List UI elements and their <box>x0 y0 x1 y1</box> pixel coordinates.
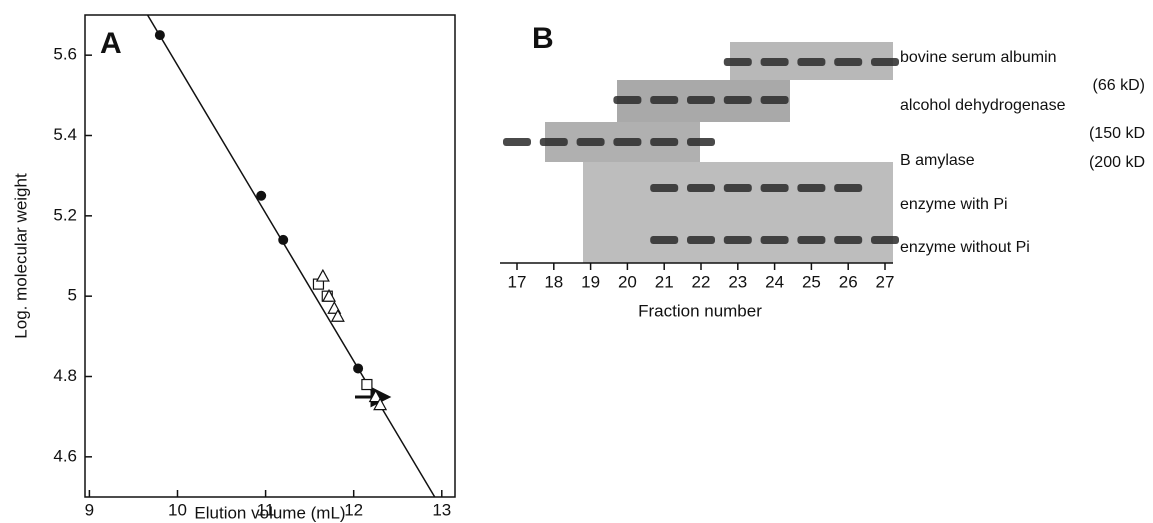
gel-band <box>871 58 899 66</box>
fraction-label: 17 <box>508 272 527 291</box>
fraction-label: 27 <box>876 272 895 291</box>
fraction-label: 26 <box>839 272 858 291</box>
y-tick-label: 5 <box>68 286 77 305</box>
fraction-label: 18 <box>544 272 563 291</box>
gel-band <box>724 184 752 192</box>
gel-band <box>650 96 678 104</box>
gel-band <box>613 138 641 146</box>
x-axis-label: Fraction number <box>638 301 762 320</box>
gel-band <box>650 236 678 244</box>
fraction-label: 24 <box>765 272 784 291</box>
gel-band <box>834 58 862 66</box>
gel-band <box>650 184 678 192</box>
background <box>0 0 1153 523</box>
gel-band <box>687 184 715 192</box>
gel-band <box>871 236 899 244</box>
x-tick-label: 12 <box>344 500 363 519</box>
band-label: enzyme without Pi <box>900 239 1030 256</box>
figure: A B Elution volume (mL) Log. molecular w… <box>0 0 1153 523</box>
gel-band <box>761 96 789 104</box>
point <box>256 191 266 201</box>
fraction-label: 20 <box>618 272 637 291</box>
gel-band <box>834 236 862 244</box>
gel-band <box>724 236 752 244</box>
gel-band <box>761 184 789 192</box>
band-label: alcohol dehydrogenase <box>900 97 1066 114</box>
gel-band <box>687 96 715 104</box>
point <box>353 363 363 373</box>
gel-band <box>613 96 641 104</box>
y-axis-label: Log. molecular weight <box>11 173 30 339</box>
gel-band <box>724 58 752 66</box>
band-label: enzyme with Pi <box>900 196 1008 213</box>
fraction-label: 21 <box>655 272 674 291</box>
gel-band <box>797 58 825 66</box>
gel-band <box>761 58 789 66</box>
point <box>155 30 165 40</box>
panel-label: A <box>100 27 122 60</box>
x-tick-label: 9 <box>85 500 94 519</box>
gel-band <box>797 236 825 244</box>
y-tick-label: 4.6 <box>53 446 77 465</box>
gel-band <box>724 96 752 104</box>
panel-label: B <box>532 22 554 55</box>
gel-band <box>834 184 862 192</box>
gel-band <box>687 138 715 146</box>
gel-band <box>577 138 605 146</box>
band-size: (150 kD <box>1089 125 1145 142</box>
y-tick-label: 4.8 <box>53 366 77 385</box>
fraction-label: 22 <box>692 272 711 291</box>
gel-band <box>761 236 789 244</box>
y-tick-label: 5.4 <box>53 125 77 144</box>
y-tick-label: 5.2 <box>53 205 77 224</box>
band-label: bovine serum albumin <box>900 49 1057 66</box>
x-tick-label: 13 <box>432 500 451 519</box>
point <box>278 235 288 245</box>
gel-band <box>797 184 825 192</box>
gel-band <box>650 138 678 146</box>
fraction-label: 25 <box>802 272 821 291</box>
gel-strip <box>583 162 893 263</box>
band-label: B amylase <box>900 152 975 169</box>
gel-band <box>540 138 568 146</box>
x-tick-label: 10 <box>168 500 187 519</box>
gel-band <box>503 138 531 146</box>
fraction-label: 19 <box>581 272 600 291</box>
band-size: (200 kD <box>1089 154 1145 171</box>
gel-band <box>687 236 715 244</box>
x-tick-label: 11 <box>257 500 275 519</box>
y-tick-label: 5.6 <box>53 45 77 64</box>
band-size: (66 kD) <box>1093 77 1145 94</box>
fraction-label: 23 <box>728 272 747 291</box>
point <box>362 380 372 390</box>
